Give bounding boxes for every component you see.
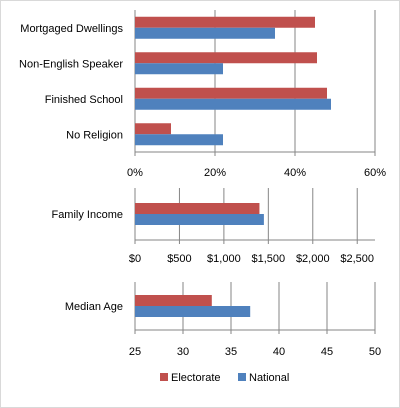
x-tick-label: 45 bbox=[321, 346, 333, 358]
x-tick-label: $0 bbox=[129, 253, 141, 265]
x-tick-label: $2,000 bbox=[296, 253, 330, 265]
x-tick-label: 0% bbox=[127, 167, 143, 179]
chart-panel-1: 0% 20% 40% 60% Mortgaged Dwellings Non-Englis… bbox=[19, 10, 386, 179]
bar-electorate-mortgaged-dwellings bbox=[135, 16, 315, 28]
x-tick-label: 30 bbox=[177, 346, 189, 358]
bar-national-median-age bbox=[135, 306, 251, 317]
x-tick-label: $2,500 bbox=[340, 253, 374, 265]
bar-electorate-family-income bbox=[135, 203, 260, 214]
bar-electorate-no-religion bbox=[135, 123, 171, 135]
x-tick-label: $1,000 bbox=[207, 253, 241, 265]
x-tick-label: 60% bbox=[364, 167, 386, 179]
category-label-non-english-speaker: Non-English Speaker bbox=[19, 58, 123, 70]
category-label-no-religion: No Religion bbox=[66, 129, 123, 141]
chart-panel-2: $0 $500 $1,000 $1,500 $2,000 $2,500 Family Inc… bbox=[51, 188, 375, 265]
x-tick-label: 40 bbox=[273, 346, 285, 358]
category-label-family-income: Family Income bbox=[51, 209, 123, 221]
category-label-median-age: Median Age bbox=[65, 301, 123, 313]
x-tick-label: $1,500 bbox=[252, 253, 286, 265]
x-tick-label: 40% bbox=[284, 167, 306, 179]
chart-panels: 0% 20% 40% 60% Mortgaged Dwellings Non-Englis… bbox=[19, 10, 386, 358]
bar-electorate-median-age bbox=[135, 295, 212, 306]
bar-national-mortgaged-dwellings bbox=[135, 27, 275, 39]
legend: Electorate National bbox=[160, 372, 289, 384]
bar-national-no-religion bbox=[135, 134, 223, 146]
x-tick-label: 25 bbox=[129, 346, 141, 358]
bar-national-non-english-speaker bbox=[135, 63, 223, 75]
legend-swatch-national bbox=[238, 373, 246, 381]
x-tick-label: $500 bbox=[167, 253, 191, 265]
x-tick-label: 20% bbox=[204, 167, 226, 179]
bar-electorate-finished-school bbox=[135, 87, 327, 99]
x-tick-label: 35 bbox=[225, 346, 237, 358]
x-tick-label: 50 bbox=[369, 346, 381, 358]
bar-electorate-non-english-speaker bbox=[135, 52, 317, 64]
category-label-mortgaged-dwellings: Mortgaged Dwellings bbox=[20, 23, 123, 35]
chart-panel-3: 25 30 35 40 45 50 Median Age bbox=[65, 282, 381, 358]
legend-label-national: National bbox=[249, 372, 289, 384]
bar-national-finished-school bbox=[135, 98, 331, 110]
legend-label-electorate: Electorate bbox=[171, 372, 221, 384]
bar-national-family-income bbox=[135, 214, 264, 225]
category-label-finished-school: Finished School bbox=[45, 94, 123, 106]
legend-swatch-electorate bbox=[160, 373, 168, 381]
